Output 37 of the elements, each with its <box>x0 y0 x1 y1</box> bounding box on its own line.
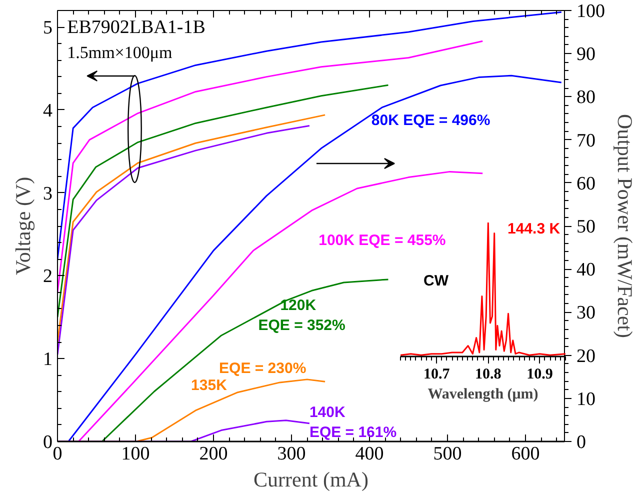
y2-tick-label: 60 <box>576 173 596 194</box>
series-label: 120K EQE = 352% <box>258 296 346 334</box>
y2-tick-label: 30 <box>576 302 596 324</box>
x-tick-label: 200 <box>199 444 228 464</box>
x-tick-label: 10.9 <box>526 366 553 382</box>
y2-tick-label: 40 <box>576 260 596 281</box>
y-tick-label: 1 <box>43 349 52 370</box>
annotation: CW <box>424 272 450 290</box>
series-label: 100K EQE = 455% <box>318 232 446 249</box>
y-tick-label: 2 <box>43 266 52 288</box>
y-axis-title: Voltage (V) <box>11 176 35 276</box>
y2-tick-label: 80 <box>576 87 596 108</box>
y2-tick-label: 70 <box>576 130 596 152</box>
x-tick-label: 10.8 <box>475 366 502 382</box>
y-tick-label: 5 <box>43 18 52 39</box>
x-tick-label: 300 <box>277 444 306 464</box>
y2-tick-label: 20 <box>576 346 596 367</box>
y-tick-label: 4 <box>43 100 53 122</box>
y2-axis-title: Output Power (mW/Facet) <box>613 114 637 338</box>
x-tick-label: 10.7 <box>423 366 450 382</box>
series-label: 144.3 K <box>508 220 560 238</box>
x-tick-label: 600 <box>511 444 540 464</box>
x-axis-title: Current (mA) <box>254 468 368 492</box>
y2-tick-label: 90 <box>576 44 596 66</box>
series-label: 80K EQE = 496% <box>371 112 490 129</box>
y2-tick-label: 10 <box>576 388 596 410</box>
series-label: 140K EQE = 161% <box>309 404 397 441</box>
y2-tick-label: 100 <box>576 1 605 22</box>
y-tick-label: 3 <box>43 183 52 204</box>
series-label: EQE = 230% 135K <box>191 360 306 394</box>
x-axis-title: Wavelength (μm) <box>428 386 538 402</box>
y2-tick-label: 50 <box>576 216 596 238</box>
x-tick-label: 400 <box>355 444 384 464</box>
x-tick-label: 100 <box>121 444 150 464</box>
annotation: 1.5mm×100μm <box>67 43 172 62</box>
x-tick-label: 500 <box>433 444 462 464</box>
annotation: EB7902LBA1-1B <box>67 17 206 38</box>
